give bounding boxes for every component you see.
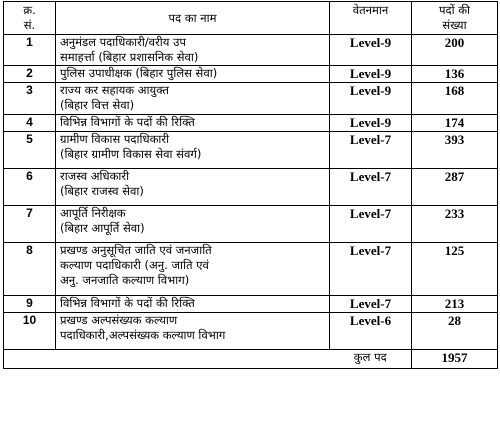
post-count-cell: 125 — [411, 242, 498, 296]
header-row: क्र. सं. पद का नाम वेतनमान पदों की संख्य… — [3, 1, 498, 35]
post-name-line: पदाधिकारी,अल्पसंख्यक कल्याण विभाग — [60, 328, 226, 342]
post-name-line: पुलिस उपाधीक्षक (बिहार पुलिस सेवा) — [60, 66, 218, 80]
serial-number-cell: 9 — [3, 295, 56, 313]
total-count: 1957 — [411, 349, 498, 369]
pay-level-cell: Level-6 — [329, 312, 412, 350]
post-name-line: (बिहार ग्रामीण विकास सेवा संवर्ग) — [60, 147, 202, 161]
post-count-cell: 393 — [411, 131, 498, 169]
post-name-cell: विभिन्न विभागों के पदों की रिक्ति — [55, 114, 330, 132]
total-row-spacer — [3, 349, 330, 369]
pay-level-header: वेतनमान — [329, 1, 412, 35]
serial-number-cell: 7 — [3, 205, 56, 243]
pay-level-cell: Level-7 — [329, 131, 412, 169]
post-count-header: पदों की संख्या — [411, 1, 498, 35]
serial-number-cell: 3 — [3, 82, 56, 115]
table-row: 5 ग्रामीण विकास पदाधिकारी (बिहार ग्रामीण… — [3, 131, 498, 169]
post-name-cell: आपूर्ति निरीक्षक (बिहार आपूर्ति सेवा) — [55, 205, 330, 243]
post-name-cell: राज्य कर सहायक आयुक्त (बिहार वित्त सेवा) — [55, 82, 330, 115]
pay-level-cell: Level-7 — [329, 242, 412, 296]
table-row: 9 विभिन्न विभागों के पदों की रिक्ति Leve… — [3, 295, 498, 313]
table-row: 4 विभिन्न विभागों के पदों की रिक्ति Leve… — [3, 114, 498, 132]
post-name-cell: प्रखण्ड अल्पसंख्यक कल्याण पदाधिकारी,अल्प… — [55, 312, 330, 350]
total-label: कुल पद — [329, 349, 412, 369]
post-name-cell: अनुमंडल पदाधिकारी/वरीय उप समाहर्त्ता (बि… — [55, 34, 330, 66]
post-count-cell: 136 — [411, 65, 498, 83]
post-name-line: अनु. जनजाति कल्याण विभाग) — [60, 273, 190, 287]
post-name-line: समाहर्त्ता (बिहार प्रशासनिक सेवा) — [60, 50, 199, 64]
post-name-cell: ग्रामीण विकास पदाधिकारी (बिहार ग्रामीण व… — [55, 131, 330, 169]
table-row: 8 प्रखण्ड अनुसूचित जाति एवं जनजाति कल्या… — [3, 242, 498, 296]
post-name-header: पद का नाम — [55, 1, 330, 35]
post-name-line: विभिन्न विभागों के पदों की रिक्ति — [60, 115, 195, 129]
serial-number-cell: 5 — [3, 131, 56, 169]
post-name-cell: राजस्व अधिकारी (बिहार राजस्व सेवा) — [55, 168, 330, 206]
serial-number-cell: 6 — [3, 168, 56, 206]
serial-number-cell: 8 — [3, 242, 56, 296]
posts-table: क्र. सं. पद का नाम वेतनमान पदों की संख्य… — [3, 1, 498, 369]
post-name-line: (बिहार वित्त सेवा) — [60, 98, 135, 112]
pay-level-cell: Level-9 — [329, 114, 412, 132]
table-row: 1 अनुमंडल पदाधिकारी/वरीय उप समाहर्त्ता (… — [3, 34, 498, 66]
post-name-line: ग्रामीण विकास पदाधिकारी — [60, 132, 170, 146]
post-name-line: प्रखण्ड अनुसूचित जाति एवं जनजाति — [60, 243, 212, 257]
post-count-header-line1: पदों की — [438, 3, 471, 17]
serial-number-header-line1: क्र. — [23, 3, 36, 17]
serial-number-header-line2: सं. — [23, 18, 36, 32]
post-name-cell: विभिन्न विभागों के पदों की रिक्ति — [55, 295, 330, 313]
serial-number-cell: 1 — [3, 34, 56, 66]
table-row: 3 राज्य कर सहायक आयुक्त (बिहार वित्त सेव… — [3, 82, 498, 115]
table-row: 6 राजस्व अधिकारी (बिहार राजस्व सेवा) Lev… — [3, 168, 498, 206]
post-name-line: (बिहार आपूर्ति सेवा) — [60, 221, 145, 235]
post-name-line: अनुमंडल पदाधिकारी/वरीय उप — [60, 35, 186, 49]
table-row: 7 आपूर्ति निरीक्षक (बिहार आपूर्ति सेवा) … — [3, 205, 498, 243]
post-name-line: (बिहार राजस्व सेवा) — [60, 184, 144, 198]
post-name-line: राजस्व अधिकारी — [60, 169, 130, 183]
serial-number-header: क्र. सं. — [3, 1, 56, 35]
serial-number-cell: 10 — [3, 312, 56, 350]
post-name-cell: प्रखण्ड अनुसूचित जाति एवं जनजाति कल्याण … — [55, 242, 330, 296]
pay-level-cell: Level-9 — [329, 82, 412, 115]
post-name-line: आपूर्ति निरीक्षक — [60, 206, 126, 220]
pay-level-cell: Level-9 — [329, 34, 412, 66]
post-name-line: प्रखण्ड अल्पसंख्यक कल्याण — [60, 313, 178, 327]
pay-level-cell: Level-7 — [329, 295, 412, 313]
post-count-cell: 287 — [411, 168, 498, 206]
post-name-line: राज्य कर सहायक आयुक्त — [60, 83, 169, 97]
pay-level-cell: Level-7 — [329, 205, 412, 243]
total-row: कुल पद 1957 — [3, 349, 498, 369]
pay-level-cell: Level-7 — [329, 168, 412, 206]
post-count-cell: 200 — [411, 34, 498, 66]
table-row: 10 प्रखण्ड अल्पसंख्यक कल्याण पदाधिकारी,अ… — [3, 312, 498, 350]
post-name-cell: पुलिस उपाधीक्षक (बिहार पुलिस सेवा) — [55, 65, 330, 83]
serial-number-cell: 2 — [3, 65, 56, 83]
post-count-cell: 28 — [411, 312, 498, 350]
post-name-line: विभिन्न विभागों के पदों की रिक्ति — [60, 296, 195, 310]
pay-level-cell: Level-9 — [329, 65, 412, 83]
serial-number-cell: 4 — [3, 114, 56, 132]
post-name-line: कल्याण पदाधिकारी (अनु. जाति एवं — [60, 258, 209, 272]
post-count-cell: 233 — [411, 205, 498, 243]
post-count-cell: 213 — [411, 295, 498, 313]
table-row: 2 पुलिस उपाधीक्षक (बिहार पुलिस सेवा) Lev… — [3, 65, 498, 83]
post-count-cell: 174 — [411, 114, 498, 132]
post-count-cell: 168 — [411, 82, 498, 115]
post-count-header-line2: संख्या — [442, 18, 467, 32]
